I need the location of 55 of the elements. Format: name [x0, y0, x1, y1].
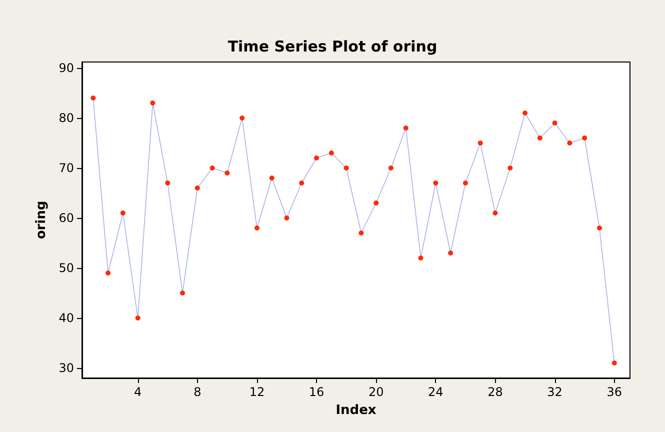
- point: [596, 226, 602, 230]
- y-tick-label: 60: [58, 211, 74, 225]
- x-tick-label: 4: [134, 385, 142, 399]
- point: [314, 156, 320, 160]
- x-tick-label: 24: [428, 385, 444, 399]
- point: [299, 180, 304, 186]
- point: [180, 290, 186, 296]
- point: [582, 136, 588, 140]
- y-tick-label: 50: [58, 261, 74, 275]
- point: [120, 210, 126, 216]
- y-tick-label: 70: [58, 161, 74, 175]
- point: [106, 270, 111, 276]
- y-tick-label: 90: [58, 61, 74, 75]
- point: [358, 230, 364, 236]
- chart-title: Time Series Plot of oring: [228, 38, 438, 56]
- point: [135, 316, 140, 320]
- x-tick-label: 16: [308, 385, 324, 399]
- x-tick-label: 12: [249, 385, 265, 399]
- x-tick-label: 28: [488, 385, 503, 399]
- point: [90, 96, 96, 100]
- y-axis-title: oring: [34, 200, 49, 240]
- x-axis-title: Index: [336, 403, 377, 418]
- point: [492, 210, 498, 216]
- point: [328, 150, 334, 156]
- point: [194, 186, 200, 190]
- point: [150, 100, 156, 106]
- y-tick-label: 30: [58, 361, 74, 375]
- point: [448, 250, 454, 256]
- point: [567, 140, 572, 146]
- point: [240, 116, 245, 120]
- y-tick-label: 80: [58, 111, 74, 125]
- point: [403, 126, 408, 130]
- x-tick-label: 32: [547, 385, 562, 399]
- point: [462, 180, 468, 186]
- point: [344, 166, 349, 170]
- point: [269, 176, 274, 180]
- point: [284, 216, 290, 220]
- y-tick-label: 40: [58, 311, 74, 325]
- point: [522, 110, 528, 116]
- point: [224, 170, 230, 176]
- point: [552, 120, 558, 126]
- point: [537, 136, 542, 140]
- point: [478, 140, 483, 146]
- point: [388, 166, 394, 170]
- point: [254, 226, 260, 230]
- point: [165, 180, 170, 186]
- point: [508, 166, 513, 170]
- point: [210, 166, 215, 170]
- point: [418, 256, 424, 260]
- x-tick-label: 36: [606, 385, 622, 399]
- x-tick-label: 8: [194, 385, 202, 399]
- point: [374, 200, 379, 206]
- x-tick-label: 20: [368, 385, 384, 399]
- point: [612, 360, 617, 366]
- point: [433, 180, 438, 186]
